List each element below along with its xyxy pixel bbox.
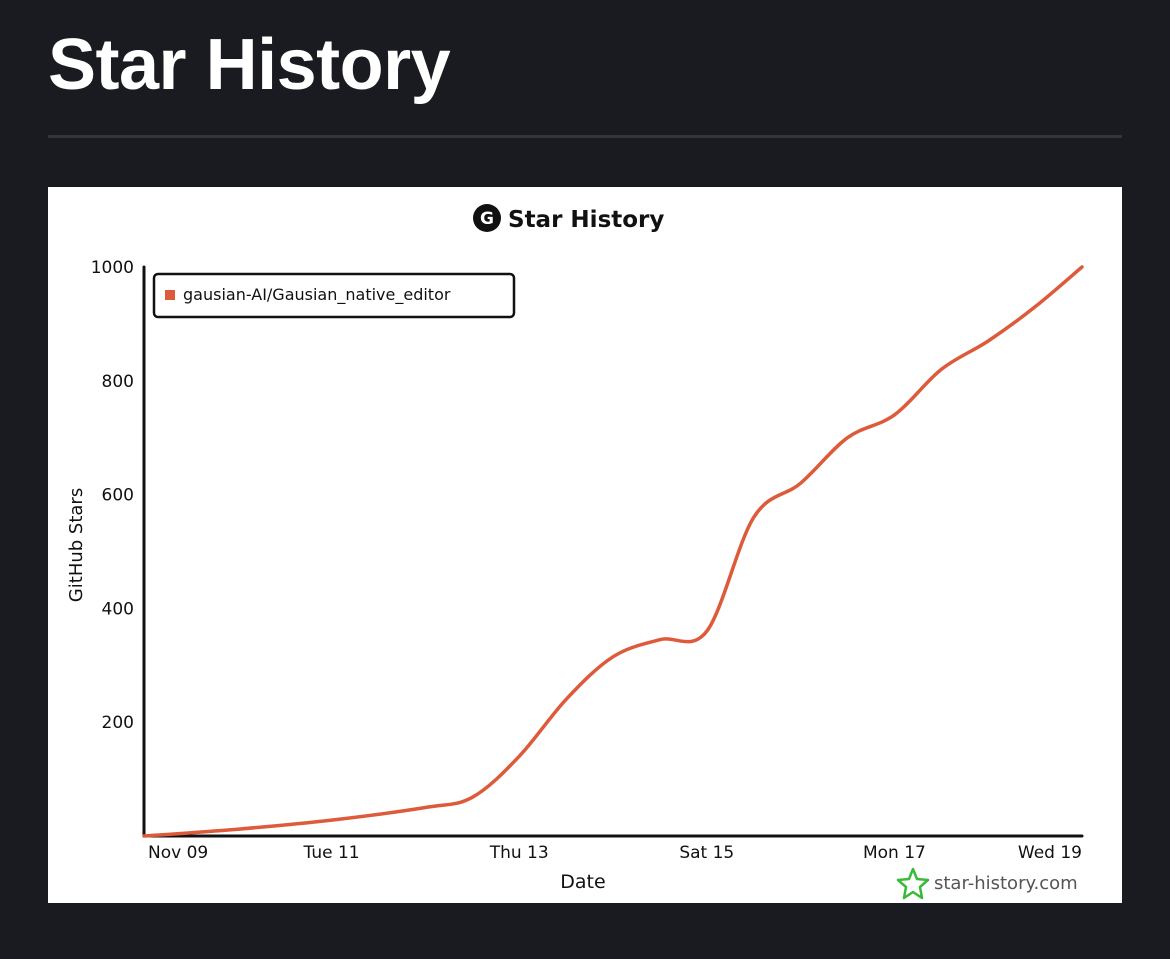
y-tick-labels: 200 400 600 800 1000 [91, 258, 134, 733]
watermark: star-history.com [896, 867, 1078, 900]
chart-title-group: G Star History [473, 204, 664, 233]
star-history-logo-icon [473, 204, 501, 232]
y-tick-label: 1000 [91, 258, 134, 278]
chart-title: Star History [508, 207, 664, 233]
x-tick-label: Mon 17 [863, 843, 926, 863]
star-icon [896, 867, 930, 900]
page-title: Star History [48, 25, 451, 105]
series-layer [142, 265, 1084, 838]
legend: gausian-AI/Gausian_native_editor [152, 272, 516, 319]
x-tick-label: Nov 09 [148, 843, 208, 863]
x-tick-label: Sat 15 [679, 843, 734, 863]
logo-glyph: G [480, 209, 494, 229]
title-divider [48, 135, 1122, 138]
x-tick-label: Thu 13 [489, 843, 549, 863]
x-axis-label: Date [560, 871, 605, 893]
y-axis-label: GitHub Stars [66, 488, 87, 602]
star-history-chart: G Star History Date GitHub Stars 200 400 6… [48, 187, 1122, 903]
y-tick-label: 600 [102, 486, 134, 506]
series-line [142, 265, 1084, 838]
watermark-text: star-history.com [934, 873, 1078, 894]
y-tick-label: 800 [102, 372, 134, 392]
legend-label: gausian-AI/Gausian_native_editor [183, 285, 451, 305]
chart-svg: G Star History Date GitHub Stars 200 400 6… [66, 204, 1084, 900]
legend-swatch [165, 290, 175, 300]
x-tick-label: Wed 19 [1018, 843, 1082, 863]
x-tick-labels: Nov 09 Tue 11 Thu 13 Sat 15 Mon 17 Wed 19 [148, 843, 1082, 863]
legend-box [152, 272, 516, 319]
y-tick-label: 200 [102, 713, 134, 733]
y-tick-label: 400 [102, 599, 134, 619]
x-tick-label: Tue 11 [303, 843, 360, 863]
